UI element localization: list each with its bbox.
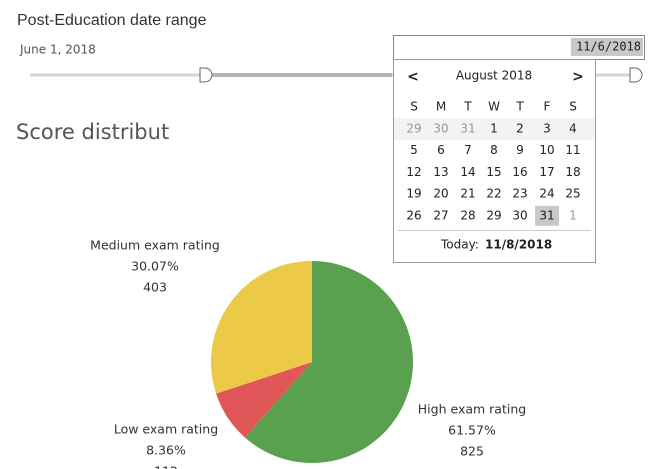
day[interactable]: 6 — [437, 143, 445, 157]
day[interactable]: 17 — [539, 165, 554, 179]
day[interactable]: 16 — [512, 165, 527, 179]
filter-title: Post-Education date range — [17, 12, 207, 29]
pie-slice — [216, 362, 312, 438]
slider-handle[interactable] — [629, 67, 643, 83]
weekday: M — [436, 100, 446, 114]
next-month[interactable]: > — [572, 69, 584, 85]
weekday: T — [463, 100, 472, 114]
slice-label: Medium exam rating — [90, 238, 220, 253]
day[interactable]: 26 — [406, 208, 421, 222]
slice-percent: 8.36% — [146, 443, 186, 458]
day[interactable]: 23 — [512, 187, 527, 201]
slice-count: 825 — [460, 444, 484, 459]
day[interactable]: 5 — [410, 143, 418, 157]
slider-handle[interactable] — [199, 67, 213, 83]
today-date[interactable]: 11/8/2018 — [485, 238, 552, 252]
day[interactable]: 30 — [433, 122, 448, 136]
day[interactable]: 28 — [460, 208, 475, 222]
day[interactable]: 2 — [516, 122, 524, 136]
pie-slice — [244, 261, 413, 463]
chart-title: Score distribut — [16, 120, 169, 144]
day[interactable]: 29 — [406, 122, 421, 136]
day[interactable]: 12 — [406, 165, 421, 179]
slice-count: 403 — [143, 280, 167, 295]
day[interactable]: 4 — [569, 122, 577, 136]
slice-label: High exam rating — [418, 402, 526, 417]
weekday: F — [544, 100, 551, 114]
slice-label: Low exam rating — [114, 422, 218, 437]
day[interactable]: 15 — [486, 165, 501, 179]
day[interactable]: 1 — [490, 122, 498, 136]
weekday: T — [515, 100, 524, 114]
day[interactable]: 1 — [569, 208, 577, 222]
month-title: August 2018 — [456, 69, 532, 83]
selection-highlight — [571, 38, 643, 56]
day[interactable]: 30 — [512, 208, 527, 222]
day[interactable]: 10 — [539, 143, 554, 157]
day[interactable]: 8 — [490, 143, 498, 157]
day[interactable]: 19 — [406, 187, 421, 201]
day[interactable]: 11 — [565, 143, 580, 157]
date-input-text: 11/6/2018 — [576, 40, 641, 54]
prev-month[interactable]: < — [407, 69, 419, 85]
day[interactable]: 13 — [433, 165, 448, 179]
day[interactable]: 31 — [460, 122, 475, 136]
pie: High exam rating 61.57% 825 Low exam rating… — [90, 238, 526, 469]
day[interactable]: 27 — [433, 208, 448, 222]
row-band — [394, 118, 595, 140]
slice-percent: 30.07% — [131, 259, 179, 274]
weekday: W — [488, 100, 500, 114]
day[interactable]: 21 — [460, 187, 475, 201]
slice-percent: 61.57% — [448, 423, 496, 438]
weekday: S — [569, 100, 577, 114]
day[interactable]: 18 — [565, 165, 580, 179]
pie-slice — [211, 261, 312, 394]
weekday: S — [410, 100, 418, 114]
calendar-popup: < August 2018 > Today: 11/8/2018 S M T W T F S… — [393, 59, 596, 263]
calendar-box — [393, 59, 596, 263]
day[interactable]: 24 — [539, 187, 554, 201]
day[interactable]: 14 — [460, 165, 475, 179]
day[interactable]: 3 — [543, 122, 551, 136]
slice-count: 112 — [154, 464, 178, 469]
day[interactable]: 25 — [565, 187, 580, 201]
today-label: Today: — [440, 238, 479, 252]
day[interactable]: 7 — [464, 143, 472, 157]
day[interactable]: 22 — [486, 187, 501, 201]
day[interactable]: 9 — [516, 143, 524, 157]
start-date: June 1, 2018 — [19, 43, 96, 57]
day[interactable]: 20 — [433, 187, 448, 201]
selected-day — [535, 205, 559, 226]
day[interactable]: 29 — [486, 208, 501, 222]
day[interactable]: 31 — [539, 208, 554, 222]
